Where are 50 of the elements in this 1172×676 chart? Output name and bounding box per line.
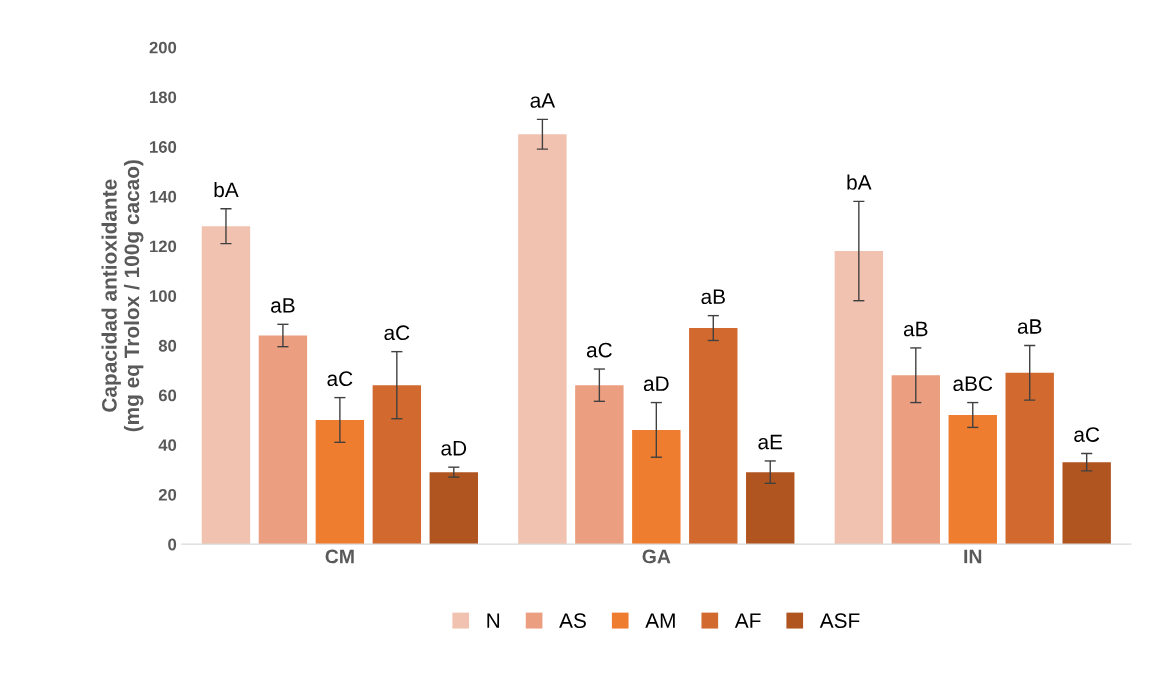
y-tick-label: 40 (158, 439, 177, 452)
legend-label: AS (559, 613, 586, 629)
y-tick-label: 60 (158, 389, 177, 402)
y-tick-label: 0 (168, 538, 177, 551)
bar (632, 429, 681, 545)
bar (315, 419, 365, 545)
y-tick-label: 80 (158, 339, 177, 352)
x-tick-label: IN (964, 549, 982, 564)
bar (372, 385, 422, 545)
legend-label: AM (645, 613, 675, 628)
bar (948, 415, 997, 545)
legend-label: N (487, 613, 500, 628)
y-tick-label: 200 (149, 41, 177, 54)
data-label: aC (1074, 427, 1100, 442)
data-label: aB (1017, 319, 1042, 334)
bar (689, 328, 738, 545)
data-label: aC (327, 371, 353, 387)
y-tick-label: 120 (150, 240, 177, 253)
legend-label: ASF (819, 613, 860, 629)
y-tick-label: 20 (158, 488, 177, 501)
data-label: aB (271, 298, 295, 313)
y-tick-label: 140 (150, 190, 177, 203)
bar (575, 385, 624, 545)
data-label: aB (903, 321, 928, 337)
bar (834, 251, 884, 545)
data-label: aBC (953, 376, 993, 391)
x-tick-label: CM (325, 549, 354, 564)
data-label: aB (701, 289, 725, 305)
data-label: bA (214, 181, 239, 198)
bar (429, 472, 479, 545)
y-axis-title: Capacidad antioxidante (mg eq Trolox / 100g cacao) (101, 160, 144, 432)
data-label: aC (384, 325, 410, 341)
y-tick-label: 100 (150, 290, 177, 302)
data-label: aD (643, 376, 669, 391)
bar (201, 226, 251, 545)
x-tick-label: GA (642, 549, 671, 564)
data-label: aA (530, 93, 556, 108)
data-label: aE (758, 434, 783, 450)
data-label: aC (586, 342, 612, 358)
bar (258, 335, 308, 545)
data-label: aD (441, 441, 467, 456)
legend-label: AF (734, 613, 761, 628)
data-label: bA (847, 174, 872, 190)
bar (518, 134, 567, 545)
y-tick-label: 180 (150, 91, 177, 104)
bar (891, 375, 941, 545)
bar (746, 472, 795, 545)
bar (1062, 462, 1111, 545)
bar (1005, 372, 1054, 545)
y-tick-label: 160 (150, 141, 177, 153)
